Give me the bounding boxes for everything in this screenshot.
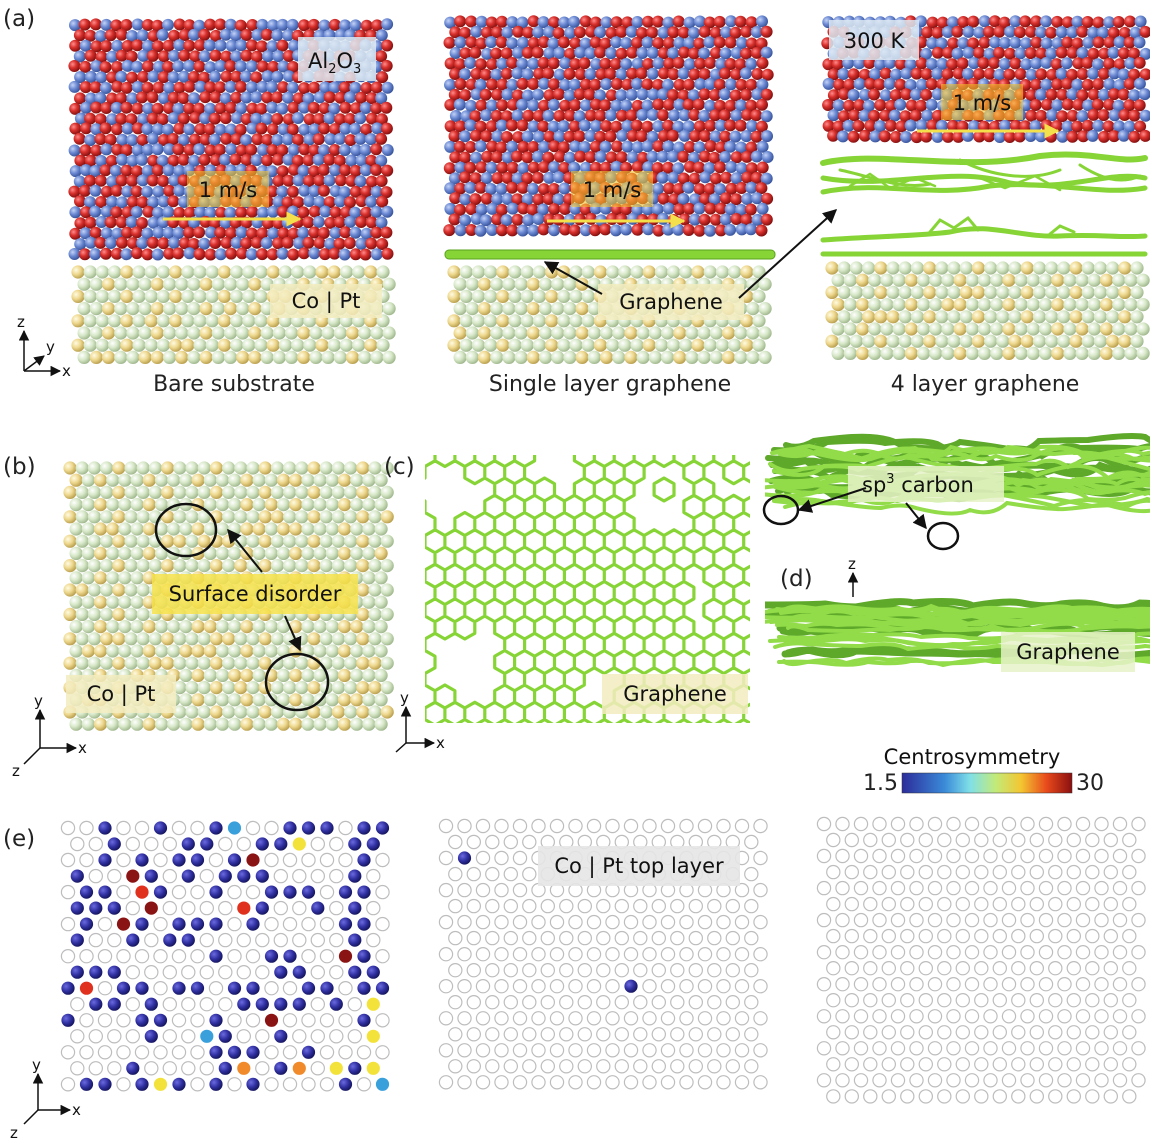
graphene-label-c: Graphene (623, 682, 727, 706)
sp3-circle-right (926, 521, 960, 551)
pointer-arrow-sp3-right (905, 502, 927, 530)
axes-triad-d: z (847, 555, 859, 597)
top-layer-centrosymmetry-four (816, 816, 1146, 1104)
axis-y-b: y (34, 692, 43, 710)
copt-label-box: Co | Pt (270, 284, 382, 318)
colorbar-title: Centrosymmetry (884, 745, 1061, 769)
speed-label-box: 1 m/s (187, 171, 269, 207)
axis-x-a: x (62, 362, 71, 380)
sp3-label-suffix: carbon (895, 473, 974, 497)
graphene-lattice-top-view (425, 455, 750, 723)
pointer-arrow-sp3-left (797, 487, 867, 513)
axis-y-a: y (46, 338, 55, 356)
speed-label-box-2: 1 m/s (571, 171, 653, 207)
copt-label: Co | Pt (292, 289, 361, 314)
centrosymmetry-colorbar: Centrosymmetry 1.5 30 (863, 745, 1104, 796)
four-layer-scene: 300 K 1 m/s (820, 15, 1150, 360)
speed-label-3: 1 m/s (953, 91, 1012, 115)
colorbar-gradient (901, 772, 1073, 794)
pointer-arrow-four-graphene (738, 209, 838, 299)
axis-z-e: z (10, 1124, 18, 1142)
axis-z-b: z (12, 762, 20, 780)
caption-single-layer: Single layer graphene (489, 372, 731, 397)
top-layer-centrosymmetry-bare (60, 820, 390, 1092)
pointer-arrow-disorder-lower (284, 615, 302, 652)
axis-x-c: x (436, 734, 445, 752)
al2o3-label-sub1: 2 (328, 62, 336, 77)
surface-disorder-label: Surface disorder (169, 582, 342, 606)
copt-top-layer-label: Co | Pt top layer (554, 854, 724, 879)
graphene-label-box-d: Graphene (1001, 632, 1135, 672)
four-layer-copt-slab (825, 261, 1150, 360)
axis-z-a: z (17, 313, 25, 331)
single-layer-copt-slab (447, 265, 772, 364)
surface-disorder-label-box: Surface disorder (152, 574, 358, 614)
axes-triad-c: y x (395, 689, 445, 753)
graphene-monolayer (444, 249, 776, 260)
copt-label-box-b: Co | Pt (66, 675, 176, 713)
panel-label-d: (d) (780, 566, 813, 592)
sp3-label-box: sp3 carbon (848, 466, 1004, 502)
axis-x-b: x (78, 739, 87, 757)
caption-four-layer: 4 layer graphene (891, 372, 1080, 397)
sp3-label-superscript: 3 (886, 472, 894, 487)
colorbar-max: 30 (1076, 771, 1104, 796)
al2o3-label-sub2: 3 (353, 62, 361, 77)
speed-label-box-3: 1 m/s (941, 84, 1023, 120)
axes-triad-b: y x z (12, 692, 87, 780)
colorbar-min: 1.5 (863, 771, 898, 796)
sp3-label-prefix: sp (862, 473, 886, 497)
disorder-circle-upper (154, 502, 218, 558)
speed-label: 1 m/s (199, 178, 258, 202)
panel-label-b: (b) (3, 454, 36, 480)
graphene-label-d: Graphene (1016, 640, 1120, 664)
al2o3-label-o: O (336, 49, 353, 73)
panel-label-a: (a) (3, 6, 35, 32)
graphene-label: Graphene (619, 290, 723, 314)
svg-text:Al2O3: Al2O3 (308, 49, 361, 77)
axis-z-d: z (848, 555, 856, 573)
axis-x-e: x (72, 1101, 81, 1119)
panel-label-e: (e) (3, 826, 35, 852)
temperature-label: 300 K (844, 29, 906, 53)
al2o3-label-al: Al (308, 49, 328, 73)
axes-triad-a: z y x (17, 313, 71, 380)
axes-triad-e: y x z (10, 1056, 81, 1142)
copt-top-layer-label-box: Co | Pt top layer (538, 846, 740, 886)
temperature-label-box: 300 K (829, 20, 919, 60)
graphene-label-box-c: Graphene (602, 674, 748, 714)
caption-bare-substrate: Bare substrate (153, 372, 315, 397)
axis-y-e: y (32, 1056, 41, 1074)
bare-substrate-scene: 1 m/s Al2O3 Co | Pt (68, 18, 396, 364)
svg-text:sp3 carbon: sp3 carbon (862, 472, 974, 497)
al2o3-label-box: Al2O3 (298, 37, 376, 81)
disorder-circle-lower (264, 652, 330, 712)
graphene-label-box: Graphene (598, 284, 744, 320)
pointer-arrow-single-graphene (543, 261, 603, 295)
copt-label-b: Co | Pt (87, 682, 156, 707)
panel-label-c: (c) (384, 454, 415, 480)
single-layer-scene: 1 m/s Graphene (443, 15, 838, 364)
four-layer-graphene-stack (820, 151, 1148, 257)
pointer-arrow-disorder-upper (227, 528, 263, 573)
four-layer-alumina-slab (821, 15, 1150, 144)
axis-y-c: y (400, 689, 409, 707)
speed-label-2: 1 m/s (583, 178, 642, 202)
